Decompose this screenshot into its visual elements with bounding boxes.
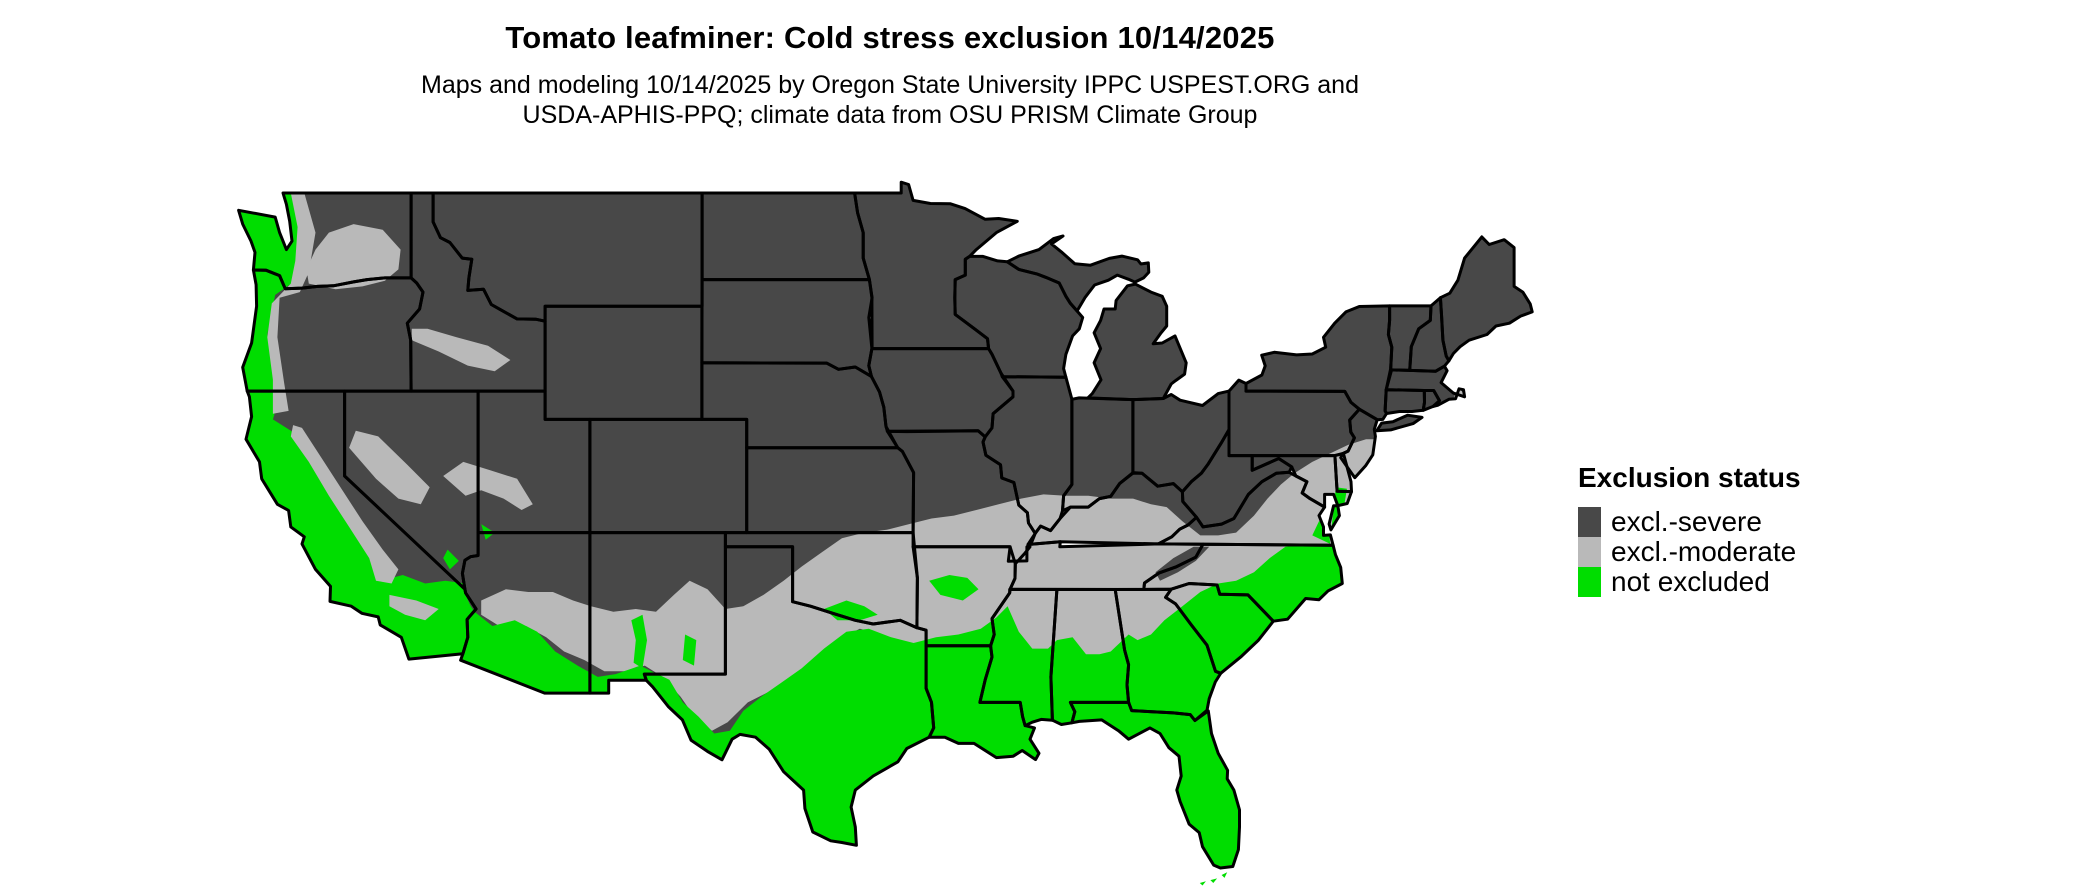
state-border-az [459, 531, 592, 695]
zone-socal-mountains [389, 594, 439, 621]
state-fill-mt [433, 193, 703, 322]
legend-item-moderate: excl.-moderate [1578, 537, 1801, 567]
state-fill-pa [1229, 380, 1360, 456]
state-fill-nd [702, 193, 870, 280]
island [1221, 872, 1228, 878]
state-fill-nh [1409, 297, 1449, 372]
state-fill-ks [746, 447, 914, 533]
state-border-oh [1131, 389, 1231, 494]
state-fill-ny [1246, 305, 1392, 420]
state-fill-in [1062, 397, 1133, 511]
state-border-tn [1008, 540, 1205, 591]
state-fill-ct [1385, 389, 1425, 414]
island [1210, 878, 1218, 883]
map-subtitle: Maps and modeling 10/14/2025 by Oregon S… [0, 70, 1780, 130]
legend-item-severe: excl.-severe [1578, 507, 1801, 537]
zone-columbia-basin [306, 224, 401, 290]
state-fill-ny_long_island [1376, 415, 1422, 431]
state-border-va_eastern_shore [1327, 504, 1341, 532]
state-border-mi_lower [1086, 282, 1188, 402]
state-border-il [981, 375, 1074, 535]
state-fill-mi_upper [1007, 236, 1149, 311]
legend-label-severe: excl.-severe [1611, 506, 1762, 537]
zone-snake-river-plain [411, 328, 511, 372]
state-border-ny_long_island [1375, 413, 1424, 433]
state-border-me [1438, 235, 1534, 363]
zone-pecos-valley-nm [682, 634, 697, 666]
state-fill-co [589, 419, 747, 533]
state-fill-ne [701, 362, 898, 448]
legend-label-not-excluded: not excluded [1611, 566, 1770, 597]
state-border-mi_upper [1005, 234, 1151, 313]
zone-great-basin-east-utah [443, 461, 533, 510]
header: Tomato leafminer: Cold stress exclusion … [0, 20, 1780, 130]
zone-pacific-coast-strip [238, 193, 475, 666]
state-fill-me [1440, 236, 1533, 361]
state-fill-wv [1182, 429, 1292, 527]
legend-title: Exclusion status [1578, 462, 1801, 493]
subtitle-line-2: USDA-APHIS-PPQ; climate data from OSU PR… [522, 101, 1258, 129]
legend: Exclusion status excl.-severe excl.-mode… [1578, 462, 1801, 597]
state-fill-vt [1388, 305, 1431, 371]
legend-swatch-not-excluded [1578, 567, 1601, 597]
state-fill-mi_lower [1087, 284, 1187, 400]
state-fill-ia [868, 348, 1013, 437]
state-fill-ma [1386, 366, 1465, 407]
legend-item-not-excluded: not excluded [1578, 567, 1801, 597]
state-fill-wy [545, 306, 702, 420]
legend-swatch-severe [1578, 507, 1601, 537]
state-border-fl [1068, 700, 1241, 870]
state-fill-sd [701, 279, 873, 377]
state-fill-il [983, 376, 1072, 534]
florida-keys [1199, 872, 1228, 886]
state-borders [237, 180, 1534, 870]
state-fill-wi [954, 256, 1083, 378]
state-fill-or [242, 270, 423, 392]
zone-rio-grande-valley-nm [631, 614, 647, 669]
zone-sierra-foothills-fringe [290, 425, 399, 584]
zone-great-basin-west [349, 430, 430, 505]
subtitle-line-1: Maps and modeling 10/14/2025 by Oregon S… [421, 71, 1359, 99]
state-border-tx [642, 545, 936, 847]
island [1199, 881, 1206, 886]
zone-cascades-fringe [267, 193, 316, 414]
state-fill-mn [854, 182, 1018, 349]
zone-arkansas-river-valley [929, 575, 979, 601]
legend-label-moderate: excl.-moderate [1611, 536, 1797, 567]
legend-swatch-moderate [1578, 537, 1601, 567]
zone-las-vegas-valley [443, 549, 459, 570]
map-title: Tomato leafminer: Cold stress exclusion … [505, 20, 1275, 55]
